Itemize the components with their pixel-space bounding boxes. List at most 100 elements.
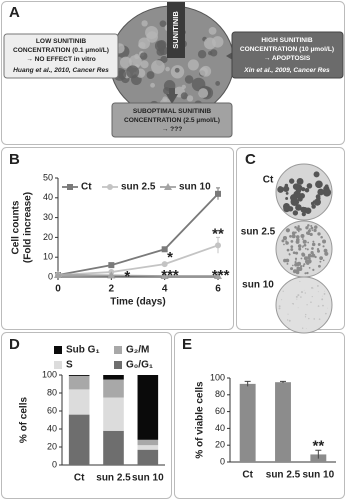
legend-label: Ct [81,182,92,193]
colony [300,291,304,294]
colony [295,259,297,261]
colony [306,183,313,189]
colony [299,280,301,283]
x-tick-label: 6 [215,284,221,295]
y-tick-label: 10 [43,252,53,262]
colony [300,267,303,269]
panel-label: B [9,151,20,168]
colony [306,248,309,251]
bar-segment [103,397,124,431]
colony [308,317,310,320]
series-line [57,244,219,276]
colony [281,239,285,243]
legend-label: G₀/G₁ [126,360,153,371]
y-tick-label: 40 [43,192,53,202]
error-bar [244,380,251,387]
colony [296,241,298,244]
y-axis-label: (Fold increase) [23,192,34,263]
y-tick-label: 30 [43,212,53,222]
marker [108,262,115,269]
colony [285,191,289,195]
colony [302,238,304,240]
colony [310,224,313,228]
colony [313,318,316,320]
colony [326,307,328,309]
colony [295,270,300,275]
bar-segment [103,379,124,398]
cell-dot [162,96,168,102]
y-tick-label: 80 [47,387,57,397]
colony [286,319,289,321]
colony [304,207,312,214]
legend-swatch [54,346,62,354]
colony [318,264,321,268]
y-tick-label: 0 [220,456,225,466]
y-tick-label: 50 [43,172,53,182]
colony [292,303,295,305]
y-tick-label: 20 [47,441,57,451]
panel-label: A [9,4,20,21]
cell-dot [128,55,142,68]
dish [275,163,333,221]
cell-dot [146,31,158,43]
colony-dishes [275,163,333,334]
colony [322,259,325,262]
colony [310,254,314,258]
x-tick-label: 4 [162,284,168,295]
colony [311,229,314,232]
bar-segment [137,375,159,440]
cell-dot [186,95,194,102]
bar-segment [137,439,159,446]
legend-label: Sub G₁ [66,345,100,356]
colony [317,291,319,293]
box-text: CONCENTRATION (0.1 µmol/L) [13,47,109,54]
colony [289,235,292,238]
colony [300,265,303,268]
colony [282,290,284,292]
colony [278,305,281,308]
colony [301,327,304,329]
box-text: → APOPTOSIS [264,55,311,62]
bar-segment [68,414,90,465]
colony [286,248,290,252]
colony [294,231,297,234]
colony [323,248,328,253]
colony [304,272,307,275]
cell-dot [181,84,186,90]
colony [289,178,295,184]
cell-dot [215,81,221,86]
colony [290,245,294,248]
colony [322,304,324,307]
colony [311,204,316,209]
error-bar [315,449,322,459]
colony [288,253,291,256]
annotation: ** [312,437,324,454]
colony [311,295,313,298]
x-tick-label: 0 [55,284,61,295]
colony [308,266,311,269]
y-tick-label: 0 [52,459,57,469]
x-axis-label: Time (days) [110,297,165,308]
marker [161,246,168,253]
cell-dot [138,42,144,48]
colony [305,313,307,316]
cell-dot [139,52,148,60]
colony [304,292,307,294]
colony [301,187,306,192]
colony [294,261,297,264]
colony [295,262,300,267]
y-tick-label: 100 [42,369,57,379]
colony [323,290,325,292]
marker [161,261,168,268]
cell-dot [199,67,208,76]
colony [315,180,323,189]
colony [294,191,298,194]
cell-dot [197,50,207,59]
bar-segment [68,375,90,390]
cell-dot [141,20,148,27]
panel-frame [1,147,234,330]
colony [288,319,291,322]
colony [283,243,285,246]
bar-segment [137,449,159,465]
cell-dot [150,82,155,88]
